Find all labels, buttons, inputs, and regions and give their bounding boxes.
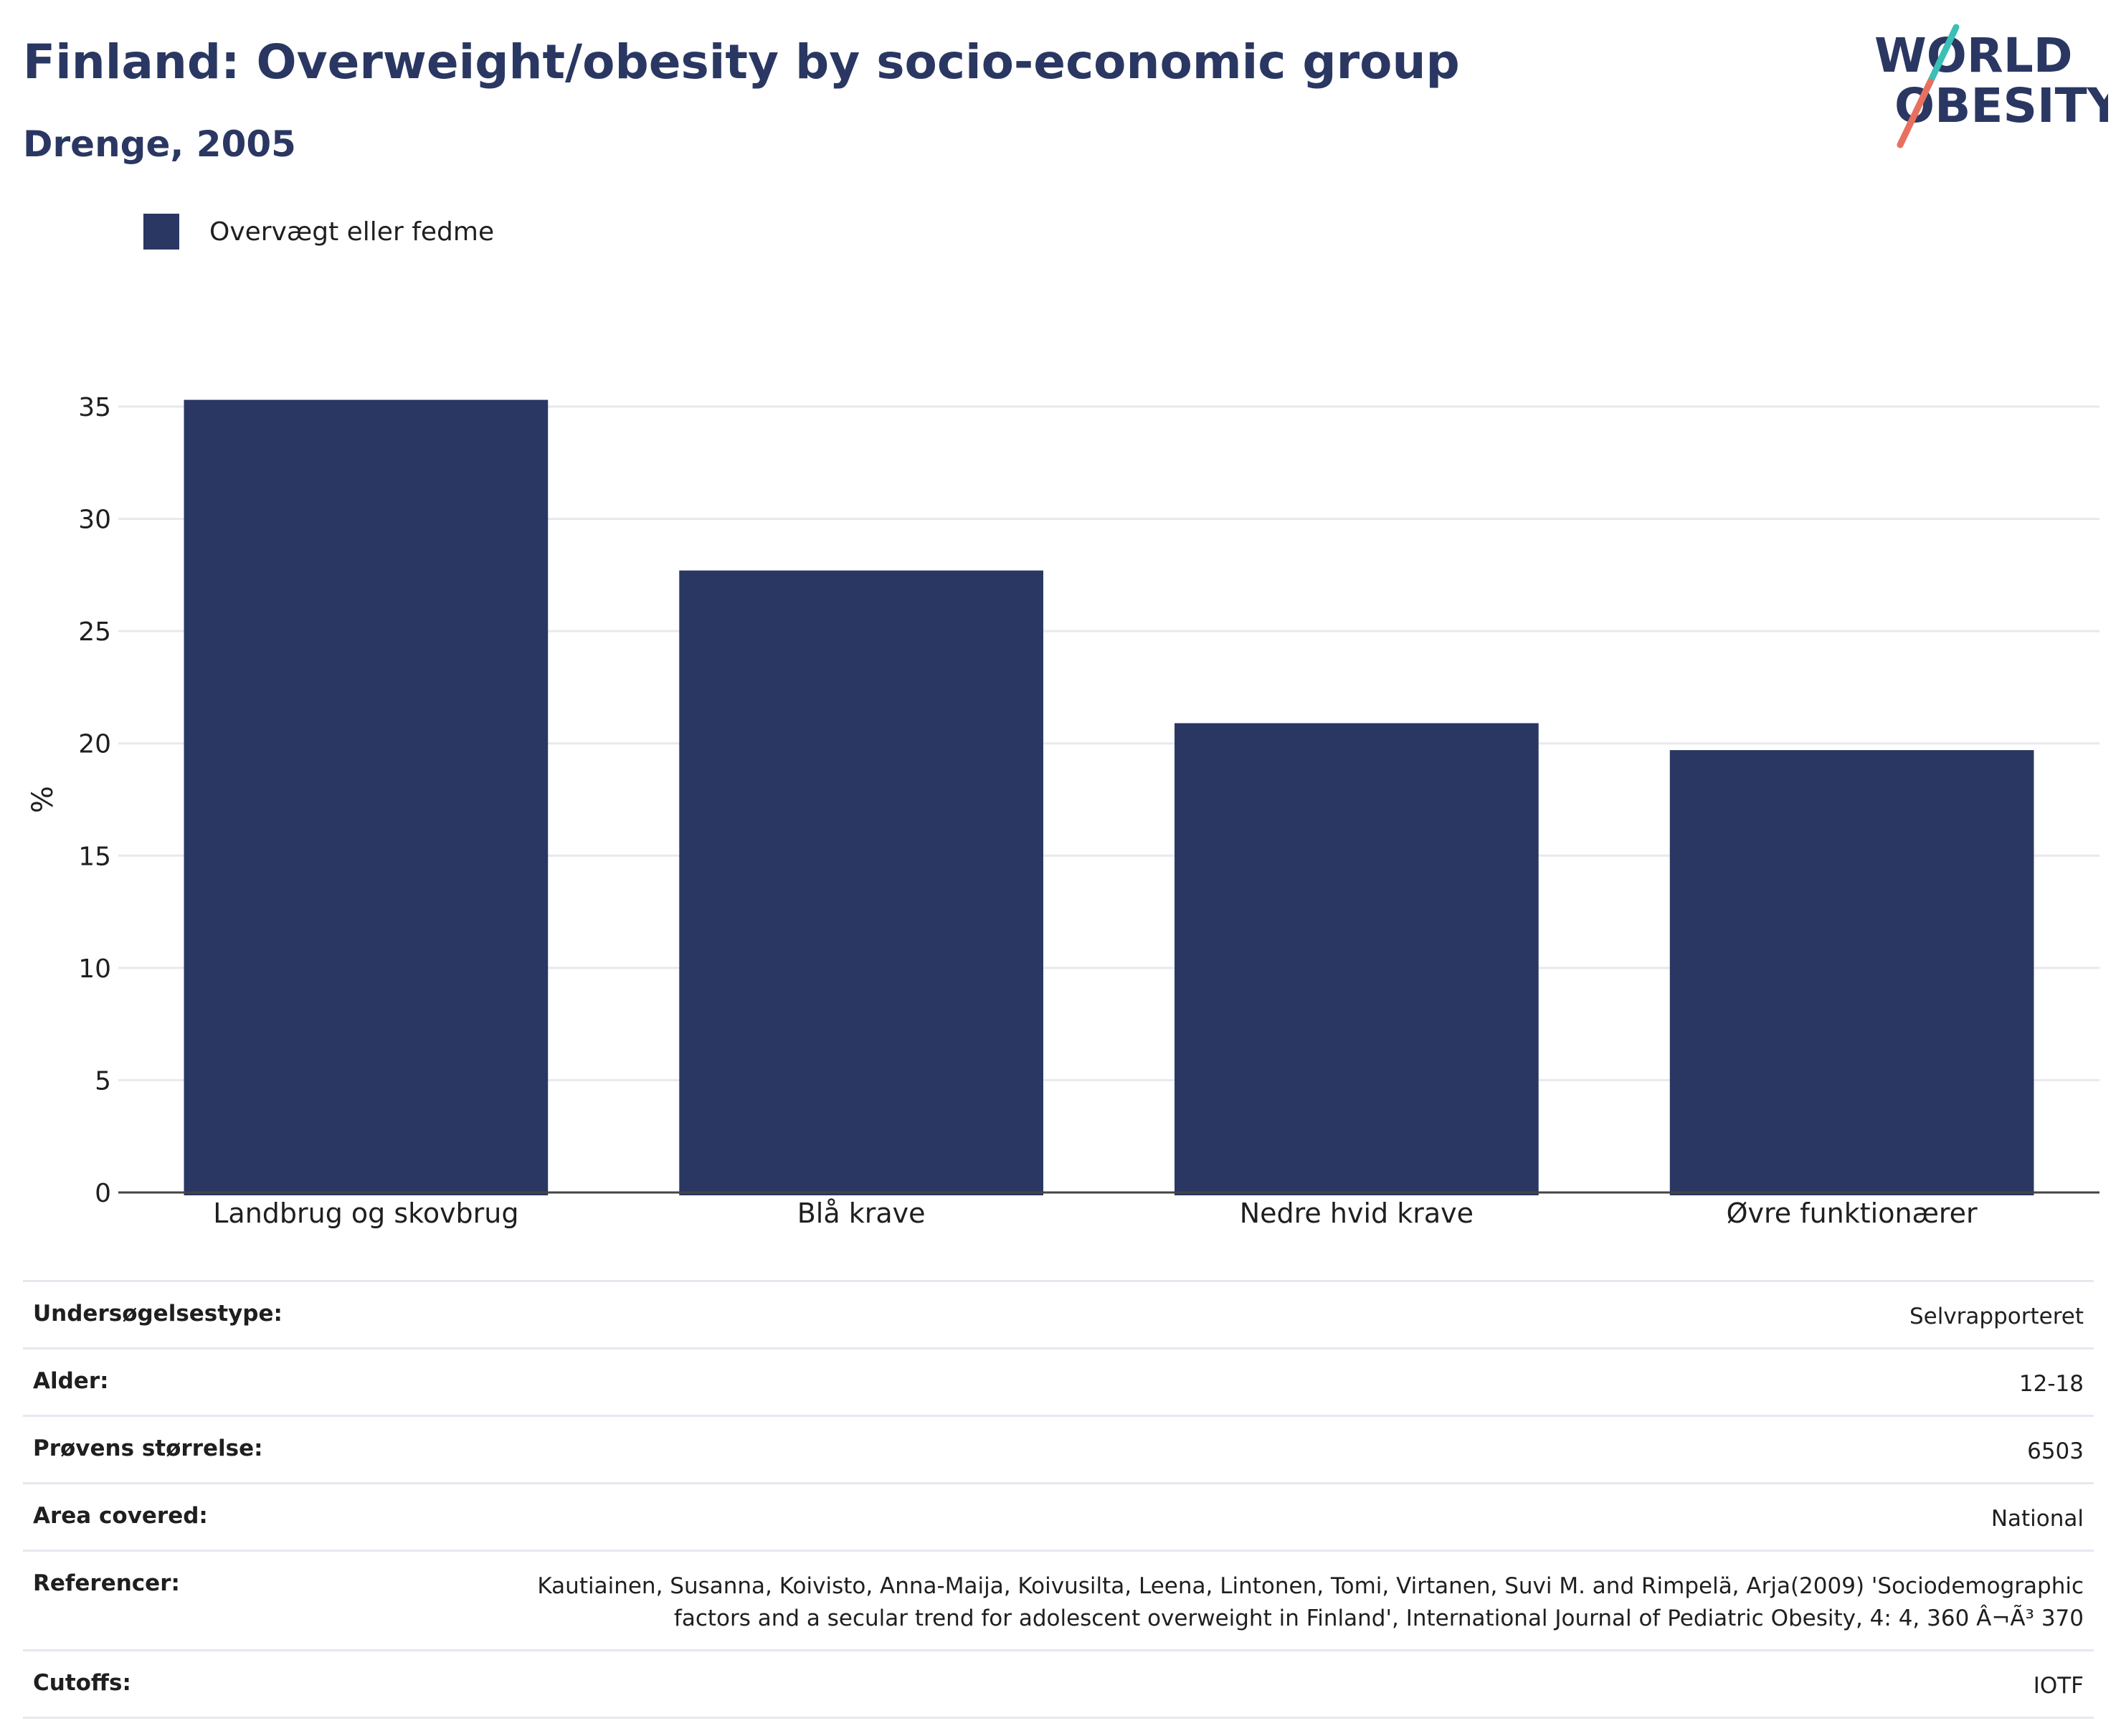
meta-row: Undersøgelsestype: Selvrapporteret	[23, 1280, 2094, 1347]
y-tick-label: 10	[78, 954, 111, 984]
y-tick-label: 20	[78, 730, 111, 759]
meta-row: Area covered: National	[23, 1481, 2094, 1550]
x-tick-label: Øvre funktionærer	[1727, 1197, 1978, 1229]
meta-label: Alder:	[33, 1367, 109, 1394]
y-tick-label: 30	[78, 506, 111, 535]
world-obesity-logo: WORLD OBESITY	[1874, 24, 2108, 148]
legend[interactable]: Overvægt eller fedme	[143, 214, 494, 250]
logo-slash-coral	[1897, 78, 1934, 148]
chart-title: Finland: Overweight/obesity by socio-eco…	[23, 34, 1460, 90]
meta-value: IOTF	[2033, 1672, 2084, 1699]
meta-value: 6503	[2027, 1438, 2084, 1464]
bar	[1175, 723, 1539, 1195]
meta-value: 12-18	[2018, 1370, 2084, 1397]
y-tick-label: 35	[78, 393, 111, 422]
meta-label: Referencer:	[33, 1570, 180, 1596]
meta-value: Selvrapporteret	[1909, 1304, 2084, 1329]
x-tick-label: Landbrug og skovbrug	[213, 1197, 518, 1229]
meta-row: Prøvens størrelse: 6503	[23, 1414, 2094, 1482]
bar	[679, 570, 1043, 1195]
meta-row: Alder: 12-18	[23, 1347, 2094, 1415]
metadata-table: Undersøgelsestype: Selvrapporteret Alder: 1…	[23, 1280, 2094, 1719]
y-tick-label: 15	[78, 842, 111, 871]
meta-label: Undersøgelsestype:	[33, 1301, 283, 1327]
bar	[184, 399, 549, 1195]
meta-row: Referencer: Kautiainen, Susanna, Koivisto…	[23, 1549, 2094, 1649]
meta-value: Kautiainen, Susanna, Koivisto, Anna-Maij…	[537, 1573, 2084, 1631]
y-tick-label: 0	[95, 1179, 111, 1208]
meta-label: Prøvens størrelse:	[33, 1435, 263, 1461]
legend-label: Overvægt eller fedme	[209, 217, 495, 247]
bar-chart: 0 5 10 15 20 25 30 35 Landbrug og skovbrug Blå kr…	[27, 393, 2099, 1229]
chart-subtitle: Drenge, 2005	[23, 123, 296, 165]
meta-label: Area covered:	[33, 1502, 208, 1529]
y-axis-label: %	[27, 786, 60, 813]
meta-row: Cutoffs: IOTF	[23, 1649, 2094, 1719]
logo-line1: WORLD	[1874, 28, 2073, 83]
x-tick-label: Nedre hvid krave	[1240, 1197, 1474, 1229]
bar	[1669, 750, 2034, 1195]
logo-slash-teal	[1927, 24, 1960, 85]
meta-value: National	[1990, 1505, 2084, 1532]
x-tick-label: Blå krave	[797, 1197, 926, 1229]
y-tick-label: 5	[95, 1066, 111, 1096]
meta-label: Cutoffs:	[33, 1669, 131, 1696]
y-tick-label: 25	[78, 617, 111, 647]
legend-swatch	[143, 214, 179, 250]
